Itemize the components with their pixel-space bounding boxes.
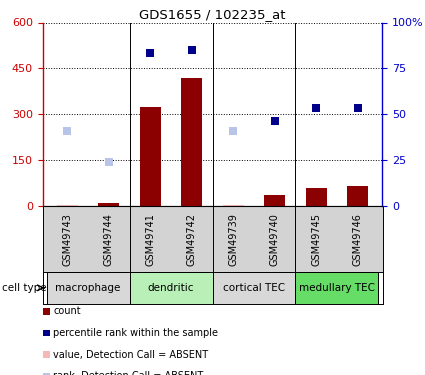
Text: GSM49745: GSM49745 [311, 213, 321, 266]
Bar [347, 186, 368, 206]
Bar [130, 272, 212, 304]
Text: dendritic: dendritic [148, 283, 194, 293]
Text: value, Detection Call = ABSENT: value, Detection Call = ABSENT [53, 350, 208, 360]
Bar [47, 272, 130, 304]
Text: rank, Detection Call = ABSENT: rank, Detection Call = ABSENT [53, 372, 204, 375]
Bar [212, 272, 295, 304]
Bar [181, 78, 202, 206]
Text: GSM49740: GSM49740 [270, 213, 280, 266]
Text: GSM49744: GSM49744 [104, 213, 114, 266]
Text: GSM49743: GSM49743 [62, 213, 72, 266]
Bar [99, 202, 119, 206]
Text: count: count [53, 306, 81, 316]
Text: cortical TEC: cortical TEC [223, 283, 285, 293]
Text: cell type: cell type [2, 283, 47, 293]
Text: GSM49739: GSM49739 [228, 213, 238, 266]
Text: GSM49746: GSM49746 [353, 213, 363, 266]
Text: GSM49742: GSM49742 [187, 213, 197, 266]
Bar [295, 272, 378, 304]
Title: GDS1655 / 102235_at: GDS1655 / 102235_at [139, 8, 286, 21]
Bar [140, 107, 161, 206]
Text: GSM49741: GSM49741 [145, 213, 155, 266]
Bar [223, 205, 244, 206]
Text: percentile rank within the sample: percentile rank within the sample [53, 328, 218, 338]
Bar [306, 188, 326, 206]
Text: macrophage: macrophage [55, 283, 121, 293]
Bar [57, 205, 78, 206]
Text: medullary TEC: medullary TEC [299, 283, 375, 293]
Bar [264, 195, 285, 206]
